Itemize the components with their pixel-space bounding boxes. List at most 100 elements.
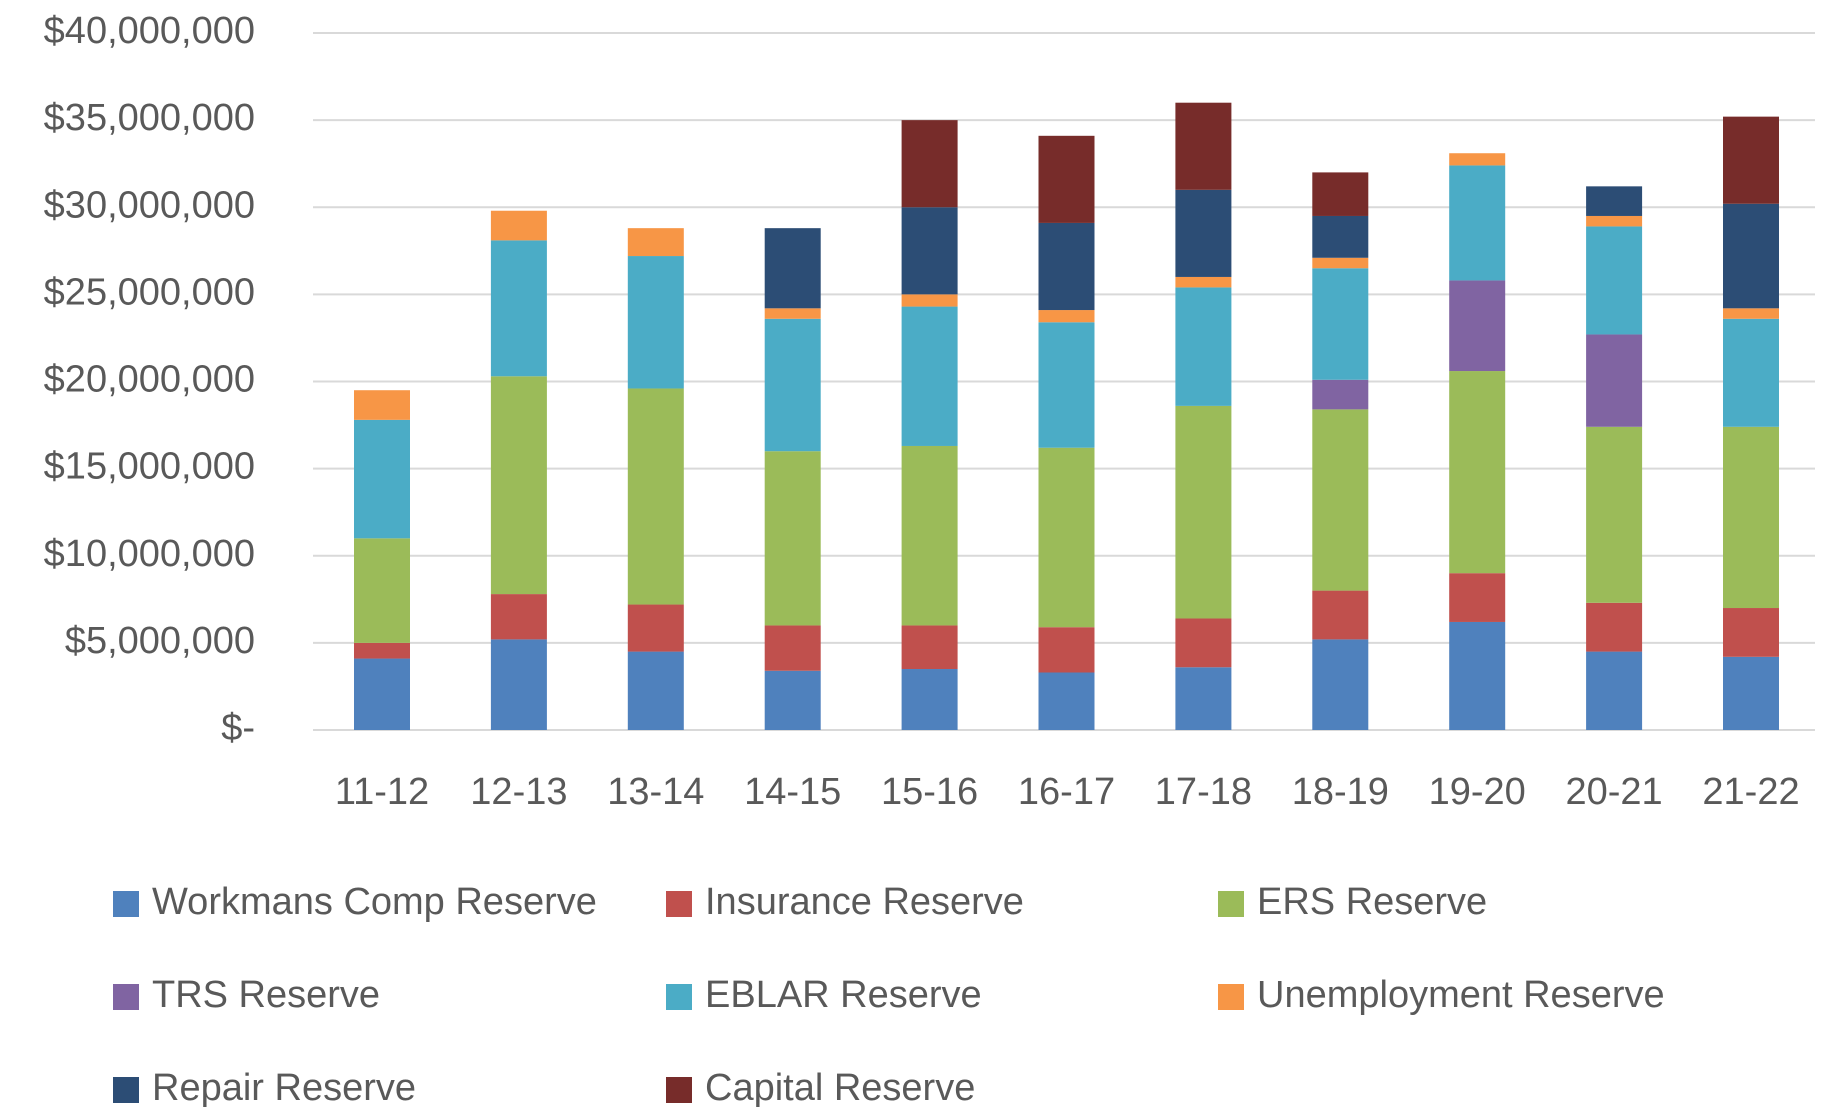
bar-segment [1038, 672, 1095, 730]
legend-label: Repair Reserve [152, 1067, 416, 1107]
bar-segment [1312, 379, 1369, 410]
x-tick-label: 17-18 [1155, 771, 1252, 813]
bar-segment [490, 594, 547, 640]
y-tick-label: $- [221, 707, 255, 749]
bar-segment [901, 120, 958, 208]
legend-swatch [666, 891, 692, 917]
y-tick-label: $20,000,000 [44, 359, 255, 401]
legend-label: Unemployment Reserve [1257, 974, 1665, 1016]
bar-segment [1449, 153, 1506, 166]
x-tick-label: 16-17 [1018, 771, 1115, 813]
x-tick-label: 11-12 [335, 771, 429, 813]
bar-segment [490, 376, 547, 595]
bar-segment [764, 318, 821, 452]
bar-segment [901, 306, 958, 446]
bar-segment [1312, 268, 1369, 380]
bar-segment [1175, 287, 1232, 406]
legend-label: Workmans Comp Reserve [152, 881, 597, 923]
bar-segment [1723, 203, 1779, 309]
bar-segment [901, 294, 958, 307]
bar-segment [901, 207, 958, 295]
bar-segment [764, 308, 821, 319]
bar-segment [1586, 426, 1643, 603]
legend-swatch [113, 984, 139, 1010]
x-tick-label: 15-16 [881, 771, 978, 813]
legend-swatch [666, 984, 692, 1010]
bar-segment [1586, 226, 1643, 335]
y-tick-label: $40,000,000 [44, 10, 255, 52]
bar-segment [1312, 590, 1369, 640]
bar-segment [1175, 405, 1232, 619]
bar-segment [1312, 409, 1369, 591]
bar-segment [1175, 189, 1232, 277]
bar-segment [1586, 334, 1643, 427]
y-tick-label: $30,000,000 [44, 184, 255, 226]
bar-segment [490, 210, 547, 241]
x-tick-label: 13-14 [607, 771, 704, 813]
x-tick-label: 12-13 [470, 771, 567, 813]
bar-segment [1175, 618, 1232, 668]
bar-segment [1449, 371, 1506, 574]
bar-segment [1312, 215, 1369, 258]
bar-segment [627, 256, 684, 389]
bar-segment [1723, 318, 1779, 427]
legend-swatch [113, 891, 139, 917]
x-tick-label: 14-15 [744, 771, 841, 813]
bar-segment [1312, 257, 1369, 269]
bar-segment [901, 625, 958, 670]
bar-segment [1723, 608, 1779, 657]
bar-segment [1038, 135, 1095, 223]
bar-segment [764, 670, 821, 730]
y-tick-label: $10,000,000 [44, 533, 255, 575]
bar-segment [627, 651, 684, 730]
y-tick-label: $25,000,000 [44, 271, 255, 313]
bar-segment [1038, 322, 1095, 448]
bar-segment [1038, 310, 1095, 323]
y-tick-label: $15,000,000 [44, 446, 255, 488]
bar-segment [490, 240, 547, 377]
bar-segment [901, 445, 958, 626]
bar-segment [490, 639, 547, 730]
bar-segment [1449, 280, 1506, 372]
bar-segment [627, 388, 684, 605]
bar-segment [764, 228, 821, 309]
legend-swatch [1218, 891, 1244, 917]
bar-segment [901, 669, 958, 730]
bar-segment [354, 390, 410, 420]
bar-segment [1038, 222, 1095, 311]
bar-segment [1586, 651, 1643, 730]
x-tick-label: 21-22 [1702, 771, 1799, 813]
legend-label: EBLAR Reserve [705, 974, 982, 1016]
bar-segment [1038, 627, 1095, 673]
bar-segment [627, 228, 684, 257]
legend-label: Insurance Reserve [705, 881, 1024, 923]
bar-segment [1312, 639, 1369, 730]
legend-swatch [113, 1077, 139, 1103]
legend-swatch [1218, 984, 1244, 1010]
bar-segment [1312, 172, 1369, 216]
bar-segment [1723, 656, 1779, 730]
bar-segment [354, 642, 410, 659]
bar-segment [354, 538, 410, 643]
bar-segment [1723, 426, 1779, 609]
bar-segment [764, 625, 821, 671]
bar-segment [764, 451, 821, 626]
bar-segment [1175, 276, 1232, 288]
bar-segment [1586, 602, 1643, 652]
bar-segment [1449, 165, 1506, 281]
bar-segment [354, 419, 410, 539]
bar-segment [1449, 621, 1506, 730]
bar-segment [1586, 186, 1643, 216]
bar-segment [1586, 215, 1643, 227]
bar-segment [1038, 447, 1095, 628]
bar-segment [1175, 667, 1232, 730]
y-tick-label: $35,000,000 [44, 97, 255, 139]
legend-swatch [666, 1077, 692, 1103]
legend-label: ERS Reserve [1257, 881, 1487, 923]
y-tick-label: $5,000,000 [65, 620, 255, 662]
bar-segment [354, 658, 410, 730]
x-tick-label: 19-20 [1429, 771, 1526, 813]
x-tick-label: 18-19 [1292, 771, 1389, 813]
bar-segment [1723, 308, 1779, 319]
